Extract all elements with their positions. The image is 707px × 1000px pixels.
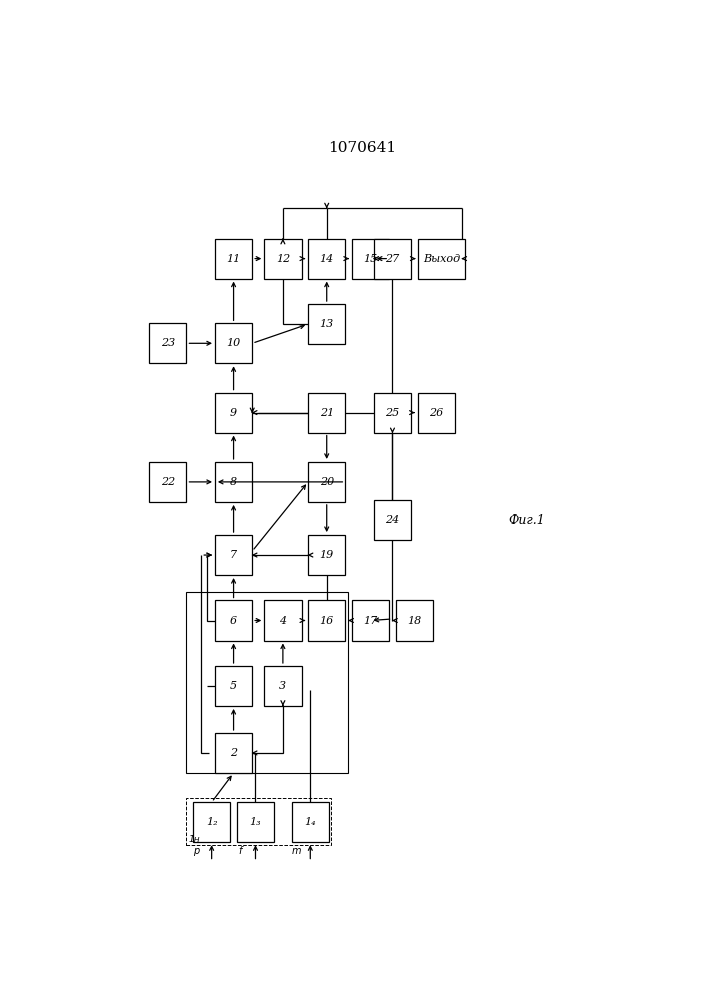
Bar [264, 666, 301, 706]
Text: 18: 18 [407, 615, 421, 626]
Bar [374, 500, 411, 540]
Text: 9: 9 [230, 408, 237, 418]
Text: 19: 19 [320, 550, 334, 560]
Text: 4: 4 [279, 615, 286, 626]
Bar [193, 802, 230, 842]
Bar [308, 239, 345, 279]
Text: 1₂: 1₂ [206, 817, 218, 827]
Bar [308, 600, 345, 641]
Text: 22: 22 [160, 477, 175, 487]
Bar [292, 802, 329, 842]
Text: 24: 24 [385, 515, 399, 525]
Bar [215, 323, 252, 363]
Bar [186, 592, 348, 773]
Bar [215, 239, 252, 279]
Text: 25: 25 [385, 408, 399, 418]
Text: f: f [238, 846, 242, 856]
Bar [149, 462, 187, 502]
Bar [215, 666, 252, 706]
Text: 12: 12 [276, 254, 290, 264]
Text: 15: 15 [363, 254, 378, 264]
Bar [374, 393, 411, 433]
Bar [149, 323, 187, 363]
Bar [215, 600, 252, 641]
Bar [186, 798, 331, 845]
Bar [308, 393, 345, 433]
Text: 1070641: 1070641 [328, 141, 397, 155]
Text: 8: 8 [230, 477, 237, 487]
Text: 20: 20 [320, 477, 334, 487]
Text: 16: 16 [320, 615, 334, 626]
Text: 1н: 1н [188, 835, 199, 844]
Text: p: p [193, 846, 199, 856]
Text: 14: 14 [320, 254, 334, 264]
Bar [396, 600, 433, 641]
Bar [374, 239, 411, 279]
Text: Фиг.1: Фиг.1 [508, 514, 545, 527]
Bar [215, 462, 252, 502]
Text: m: m [292, 846, 301, 856]
Text: 6: 6 [230, 615, 237, 626]
Bar [308, 462, 345, 502]
Text: 1₄: 1₄ [305, 817, 316, 827]
Bar [215, 733, 252, 773]
Bar [308, 535, 345, 575]
Bar [237, 802, 274, 842]
Bar [215, 393, 252, 433]
Bar [352, 600, 389, 641]
Text: 5: 5 [230, 681, 237, 691]
Text: 2: 2 [230, 748, 237, 758]
Text: 21: 21 [320, 408, 334, 418]
Text: 3: 3 [279, 681, 286, 691]
Bar [215, 535, 252, 575]
Text: 13: 13 [320, 319, 334, 329]
Text: 23: 23 [160, 338, 175, 348]
Text: 11: 11 [226, 254, 240, 264]
Text: 27: 27 [385, 254, 399, 264]
Text: 26: 26 [429, 408, 443, 418]
Bar [418, 393, 455, 433]
Text: Выход: Выход [423, 254, 460, 264]
Bar [264, 239, 301, 279]
Text: 10: 10 [226, 338, 240, 348]
Text: 1₃: 1₃ [250, 817, 262, 827]
Bar [264, 600, 301, 641]
Bar [352, 239, 389, 279]
Bar [419, 239, 465, 279]
Text: 17: 17 [363, 615, 378, 626]
Bar [308, 304, 345, 344]
Text: 7: 7 [230, 550, 237, 560]
